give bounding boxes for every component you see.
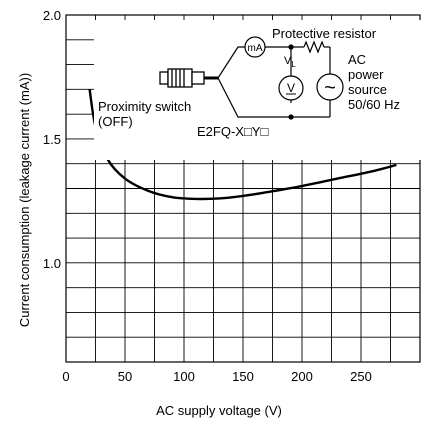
tick-labels: 0 50 100 150 200 250 1.0 1.5 2.0 xyxy=(43,8,372,384)
voltage-node-symbol: V xyxy=(284,55,292,67)
y-tick-label: 1.5 xyxy=(43,132,61,147)
y-tick-label: 2.0 xyxy=(43,8,61,23)
ac-label-line-4: 50/60 Hz xyxy=(348,97,400,112)
proximity-sensor-icon xyxy=(159,68,218,88)
series-line xyxy=(88,89,397,201)
model-label: E2FQ-X□Y□ xyxy=(197,124,268,139)
ac-label-line-1: AC xyxy=(348,52,366,67)
x-tick-label: 250 xyxy=(350,369,372,384)
ammeter-label: mA xyxy=(248,43,263,54)
x-tick-label: 100 xyxy=(173,369,195,384)
ac-label-line-2: power xyxy=(348,67,384,82)
ac-source-symbol: ~ xyxy=(324,77,336,99)
switch-label-line-2: (OFF) xyxy=(98,114,133,129)
node-dot-top xyxy=(288,44,294,50)
x-tick-label: 150 xyxy=(232,369,254,384)
protective-resistor-label: Protective resistor xyxy=(272,26,377,41)
resistor-icon xyxy=(303,40,325,54)
circuit-inset: mA V ~ Protective resistor VL AC power s… xyxy=(94,20,422,160)
x-tick-label: 0 xyxy=(62,369,69,384)
ammeter-icon xyxy=(244,36,266,58)
y-tick-label: 1.0 xyxy=(43,256,61,271)
ac-source-icon xyxy=(316,73,344,101)
voltage-node-subscript: L xyxy=(291,60,296,69)
node-dot-bottom xyxy=(288,114,294,120)
x-tick-label: 200 xyxy=(291,369,313,384)
y-axis-label: Current consumption (leakage current (mA… xyxy=(17,73,32,327)
voltmeter-icon xyxy=(278,75,304,101)
voltmeter-label: V xyxy=(287,81,295,95)
x-tick-label: 50 xyxy=(118,369,132,384)
plot-frame xyxy=(65,14,421,363)
switch-label-line-1: Proximity switch xyxy=(98,99,191,114)
ac-label-line-3: source xyxy=(348,82,387,97)
x-axis-label: AC supply voltage (V) xyxy=(156,403,282,418)
voltage-node-label: VL xyxy=(284,55,296,69)
